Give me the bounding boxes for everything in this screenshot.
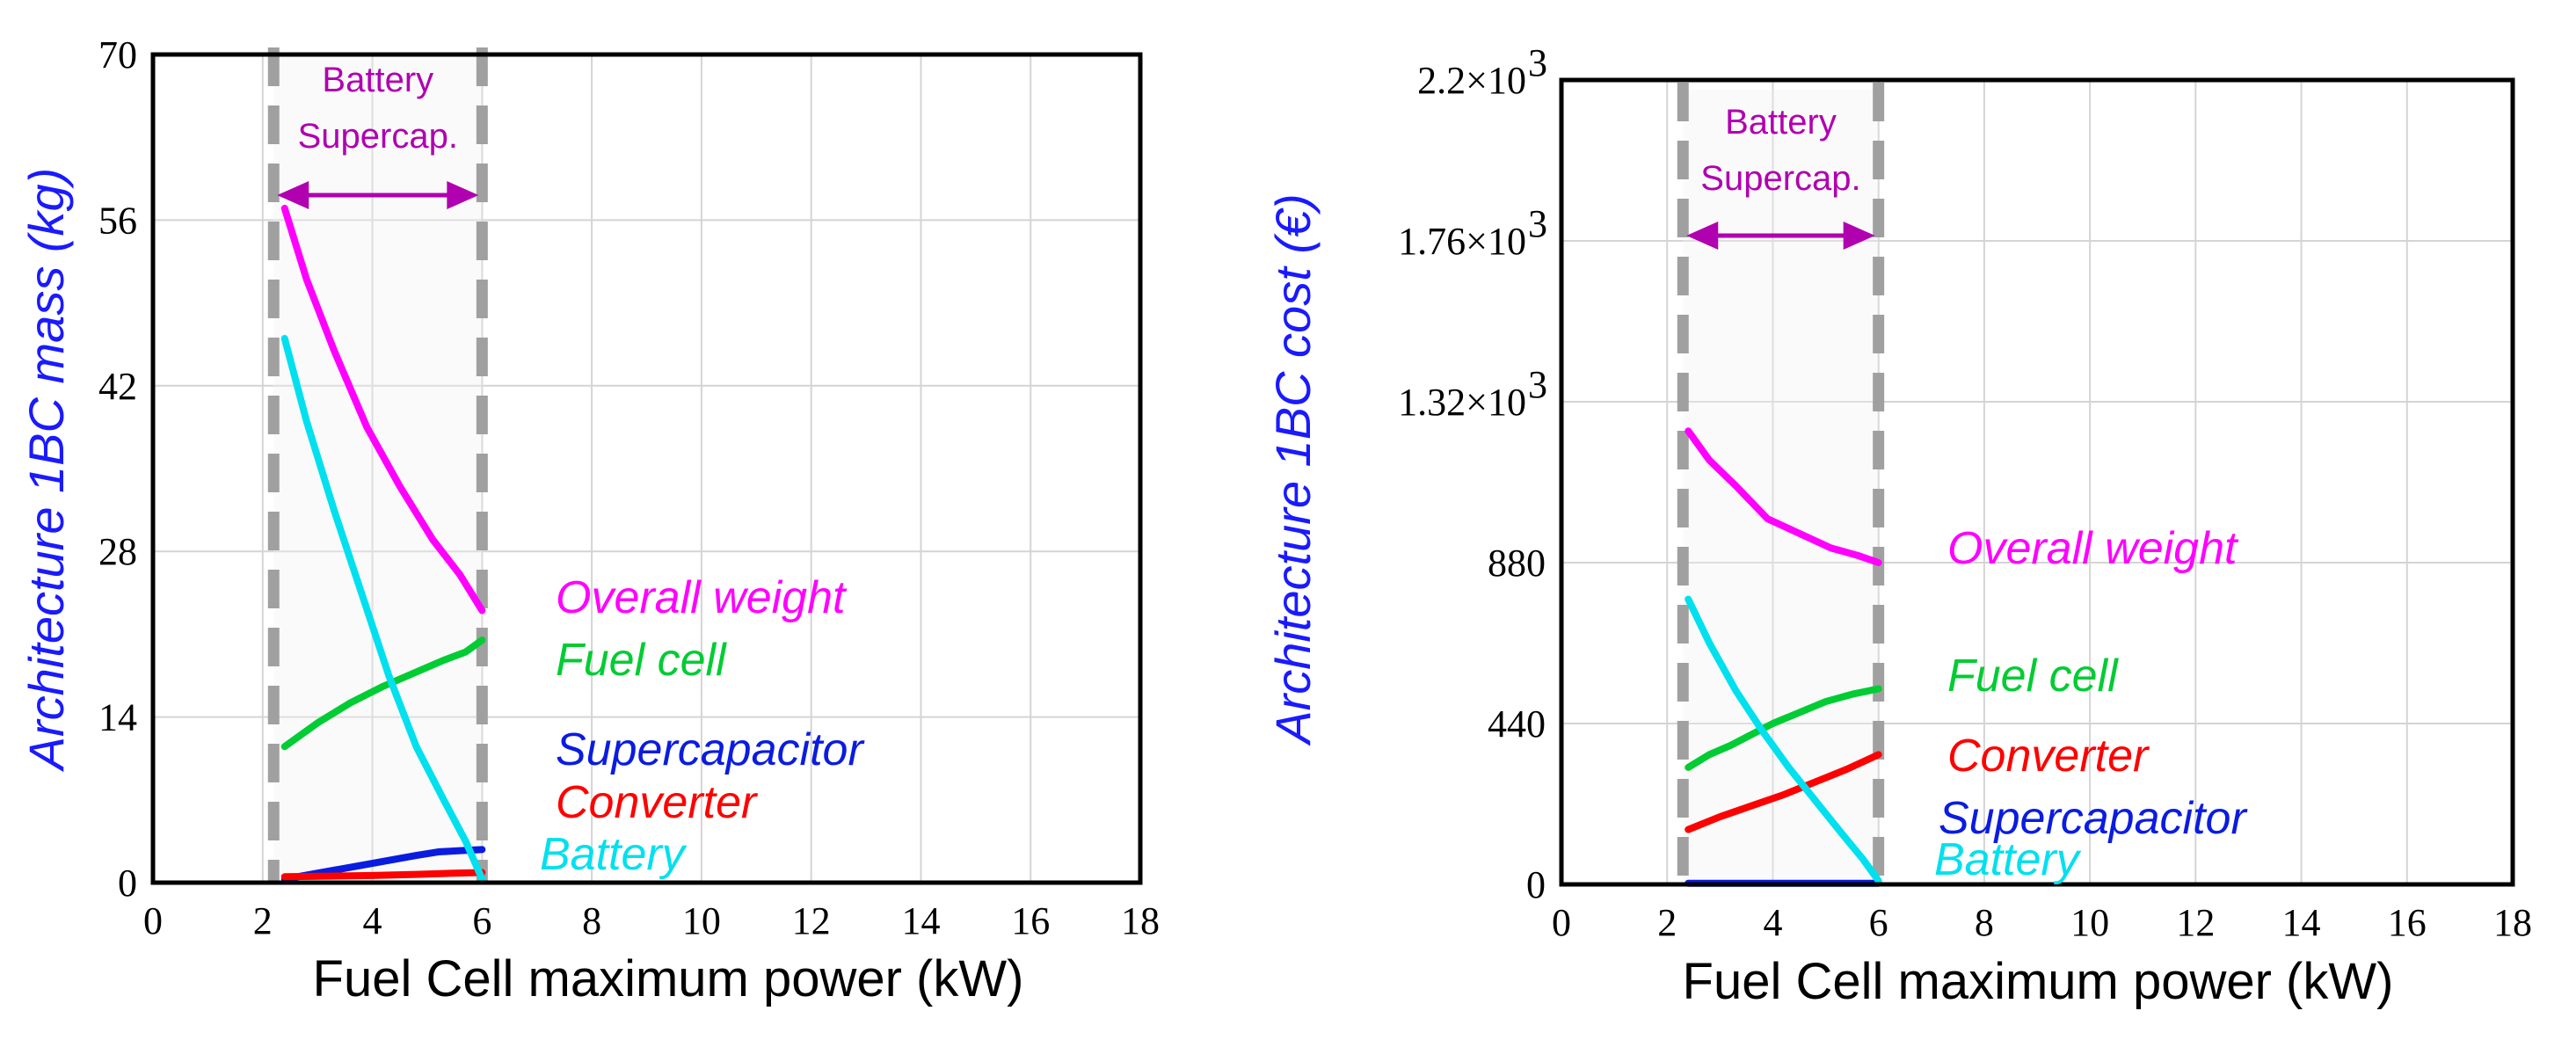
chart-1: Battery Supercap. 0 2 4 6 8 10 12 14 16 18 0 14 28 42 56… [18, 33, 1160, 1007]
plot-frame [150, 52, 1143, 885]
x-axis-label: Fuel Cell maximum power (kW) [313, 950, 1024, 1007]
x-tick-label: 18 [2493, 901, 2532, 944]
series-label-battery: Battery [540, 829, 688, 880]
series-line-supercapacitor [280, 846, 486, 883]
y-tick-label: 2.2×10 [1417, 59, 1526, 102]
x-tick-label: 4 [363, 899, 382, 942]
x-tick-label: 12 [2176, 901, 2215, 944]
series-label-fuel-cell: Fuel cell [556, 635, 727, 686]
band-fill [273, 55, 483, 883]
series-label-fuel-cell: Fuel cell [1947, 651, 2119, 702]
y-tick-label: 0 [1526, 863, 1546, 906]
series-label-supercapacitor: Supercapacitor [1939, 793, 2248, 844]
x-tick-label: 4 [1763, 901, 1782, 944]
y-tick-label: 42 [98, 365, 137, 408]
band-arrow-right-head [1843, 222, 1875, 250]
x-tick-label: 8 [582, 899, 601, 942]
y-tick-label: 28 [98, 530, 137, 573]
y-tick-label: 440 [1488, 702, 1546, 745]
series-label-converter: Converter [556, 777, 759, 828]
x-tick-label: 6 [472, 899, 491, 942]
y-tick-exponent: 3 [1528, 202, 1547, 245]
x-tick-label: 12 [792, 899, 831, 942]
x-tick-label: 10 [682, 899, 721, 942]
series-line-overall-weight [1685, 427, 1882, 566]
series-line-battery [1685, 595, 1882, 884]
band-label-battery: Battery [322, 61, 433, 99]
band-label-battery: Battery [1725, 103, 1837, 142]
series-label-battery: Battery [1934, 834, 2082, 885]
x-tick-label: 10 [2070, 901, 2109, 944]
series-label-converter: Converter [1947, 731, 2150, 782]
chart-2: Battery Supercap. 0 2 4 6 8 10 12 14 16 18 0 440 880 1.… [1265, 41, 2532, 1010]
plot-frame [1559, 77, 2515, 887]
x-tick-label: 14 [901, 899, 940, 942]
y-axis-label: Architecture 1BC mass (kg) [18, 168, 74, 773]
y-tick-label: 880 [1488, 542, 1546, 585]
x-tick-label: 16 [2388, 901, 2427, 944]
series-label-overall-weight: Overall weight [1947, 523, 2239, 574]
y-tick-exponent: 3 [1528, 41, 1547, 84]
series-label-supercapacitor: Supercapacitor [556, 724, 865, 775]
x-axis-label: Fuel Cell maximum power (kW) [1683, 953, 2394, 1010]
band-arrow-left-head [277, 181, 309, 209]
y-tick-label: 70 [98, 33, 137, 76]
series-line-battery [280, 334, 486, 883]
x-tick-label: 18 [1121, 899, 1160, 942]
band-arrow-right-head [447, 181, 479, 209]
y-tick-label: 0 [118, 862, 137, 905]
x-tick-label: 16 [1011, 899, 1050, 942]
x-tick-label: 2 [253, 899, 273, 942]
y-tick-label: 1.76×10 [1398, 220, 1526, 263]
y-axis-label: Architecture 1BC cost (€) [1265, 193, 1321, 746]
x-tick-label: 8 [1975, 901, 1994, 944]
series-label-overall-weight: Overall weight [556, 572, 848, 623]
series-line-overall-weight [280, 204, 486, 615]
x-tick-label: 6 [1869, 901, 1888, 944]
x-tick-label: 0 [143, 899, 163, 942]
y-tick-label: 1.32×10 [1398, 381, 1526, 424]
series-line-converter [1685, 751, 1882, 833]
series-line-fuel-cell [1685, 685, 1882, 771]
series-line-converter [280, 869, 486, 881]
y-tick-label: 56 [98, 199, 137, 242]
band-label-supercap: Supercap. [1700, 159, 1860, 198]
band-label-supercap: Supercap. [298, 117, 458, 156]
x-tick-label: 0 [1552, 901, 1571, 944]
y-tick-exponent: 3 [1528, 363, 1547, 406]
y-tick-label: 14 [98, 696, 137, 739]
x-tick-label: 2 [1657, 901, 1677, 944]
series-line-fuel-cell [280, 636, 486, 751]
x-tick-label: 14 [2282, 901, 2321, 944]
band-arrow-left-head [1686, 222, 1719, 250]
